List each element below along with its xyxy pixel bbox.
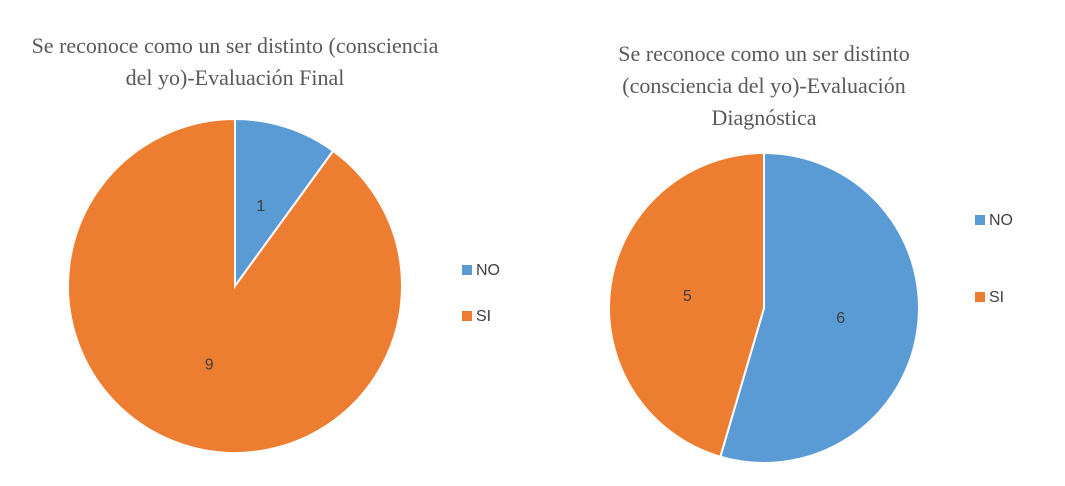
legend-label: SI <box>989 289 1004 306</box>
pie-slice <box>67 117 403 454</box>
chart-title: Se reconoce como un ser distinto (consci… <box>31 33 439 90</box>
legend-label: NO <box>989 212 1013 229</box>
legend-swatch <box>975 215 985 225</box>
pie-slice <box>234 117 335 290</box>
legend-swatch <box>975 292 985 302</box>
pie-slice <box>719 151 920 464</box>
legend-label: SI <box>476 308 491 325</box>
data-label: 1 <box>256 198 265 215</box>
legend-swatch <box>462 265 472 275</box>
data-label: 5 <box>683 288 692 305</box>
data-label: 9 <box>205 357 214 374</box>
legend-label: NO <box>476 262 500 279</box>
legend-swatch <box>462 311 472 321</box>
pie-slice <box>608 151 765 458</box>
data-label: 6 <box>836 310 845 327</box>
chart-title: Se reconoce como un ser distinto (consci… <box>618 41 910 130</box>
